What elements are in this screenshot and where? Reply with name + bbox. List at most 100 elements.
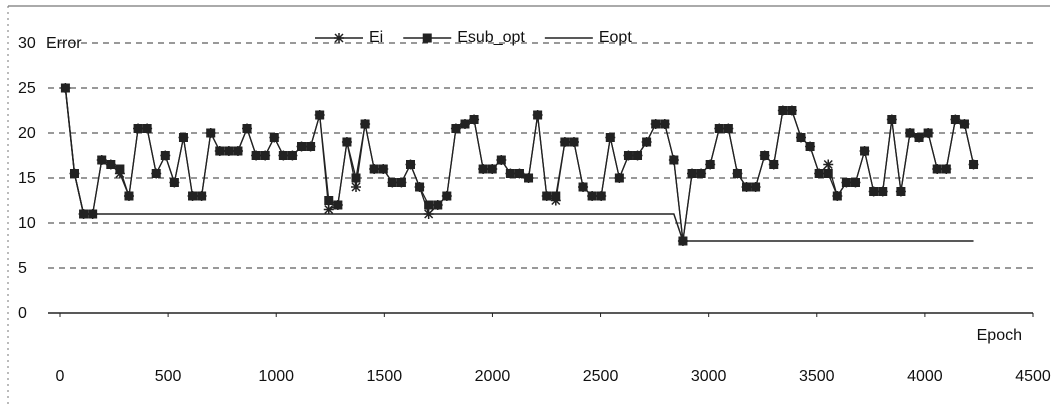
square-marker [723, 124, 733, 133]
x-tick-label: 3000 [691, 368, 727, 385]
x-tick-label: 4500 [1015, 368, 1051, 385]
square-marker [378, 164, 388, 174]
square-marker [714, 124, 724, 133]
square-marker [505, 169, 515, 178]
square-marker [769, 160, 779, 169]
square-marker [487, 164, 497, 174]
square-marker [260, 151, 270, 160]
square-marker [959, 119, 969, 129]
square-marker [578, 182, 588, 192]
square-marker [306, 142, 316, 151]
square-marker [233, 146, 243, 156]
square-marker [269, 133, 279, 142]
square-marker [287, 151, 297, 160]
square-marker [178, 133, 188, 142]
square-marker [278, 151, 288, 160]
asterisk-marker [334, 33, 344, 43]
square-marker [396, 178, 406, 187]
square-marker [669, 155, 679, 165]
square-marker [660, 119, 670, 129]
square-marker [542, 191, 552, 201]
square-marker [97, 155, 107, 165]
square-marker [188, 191, 198, 201]
square-marker [705, 160, 715, 169]
legend: Ei Esub_opt Eopt [305, 26, 652, 50]
asterisk-marker [351, 182, 362, 192]
x-tick-label: 3500 [799, 368, 835, 385]
x-tick-label: 500 [155, 368, 182, 385]
square-marker [796, 133, 806, 142]
square-marker [478, 164, 488, 174]
square-marker [422, 33, 432, 43]
square-marker [596, 191, 606, 201]
square-marker [742, 182, 752, 192]
square-marker [950, 115, 960, 124]
square-marker [587, 191, 597, 201]
square-marker [451, 124, 461, 133]
y-tick-label: 20 [18, 125, 36, 142]
square-marker [333, 200, 343, 210]
x-tick-label: 0 [56, 368, 65, 385]
square-marker [415, 182, 425, 192]
square-marker [560, 137, 570, 147]
x-tick-label: 1000 [258, 368, 294, 385]
y-tick-label: 5 [18, 260, 27, 277]
square-marker [751, 182, 761, 192]
square-marker [823, 169, 833, 178]
square-marker [251, 151, 261, 160]
x-tick-label: 1500 [367, 368, 403, 385]
square-marker [405, 160, 415, 169]
y-tick-label: 10 [18, 215, 36, 232]
series-line [64, 87, 975, 242]
square-marker [941, 164, 951, 174]
square-marker [342, 137, 352, 147]
square-marker [732, 169, 742, 178]
square-marker [496, 155, 506, 165]
square-marker [687, 169, 697, 178]
y-tick-label: 0 [18, 305, 27, 322]
square-marker [850, 178, 860, 187]
square-marker [197, 191, 207, 201]
square-marker [778, 106, 788, 115]
square-marker [360, 119, 370, 129]
square-marker [805, 142, 815, 151]
square-marker [914, 133, 924, 142]
square-marker [106, 160, 116, 169]
square-marker [623, 151, 633, 160]
square-marker [324, 196, 334, 205]
square-marker [124, 191, 134, 201]
square-marker [633, 151, 643, 160]
legend-label: Ei [369, 29, 383, 46]
square-marker [215, 146, 225, 156]
x-tick-label: 4000 [907, 368, 943, 385]
x-tick-label: 2500 [583, 368, 619, 385]
square-marker [923, 128, 933, 138]
square-marker [551, 191, 561, 201]
square-marker [605, 133, 615, 142]
square-marker [133, 124, 143, 133]
asterisk-marker [823, 159, 834, 170]
square-marker [841, 178, 851, 187]
square-marker [297, 142, 307, 151]
square-marker [787, 106, 797, 115]
square-marker [569, 137, 579, 147]
square-marker [169, 178, 179, 187]
square-marker [651, 119, 661, 129]
square-marker [433, 200, 443, 210]
square-marker [932, 164, 942, 174]
square-marker [887, 115, 897, 124]
square-marker [469, 115, 479, 124]
y-tick-label: 15 [18, 170, 36, 187]
square-marker [424, 200, 434, 210]
square-marker [160, 151, 170, 160]
y-tick-label: 25 [18, 80, 36, 97]
square-marker [969, 160, 979, 169]
square-marker [760, 151, 770, 160]
square-marker [869, 187, 879, 196]
y-tick-label: 30 [18, 35, 36, 52]
square-marker [905, 128, 915, 138]
square-marker [142, 124, 152, 133]
square-marker [642, 137, 652, 147]
square-marker [814, 169, 824, 178]
